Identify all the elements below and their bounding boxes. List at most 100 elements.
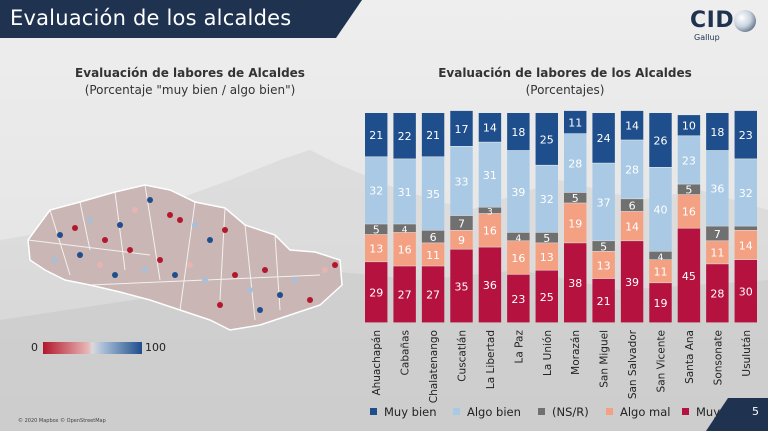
bar-segment: [592, 241, 615, 251]
bar-segment: [734, 226, 757, 230]
category-label: La Libertad: [485, 330, 497, 389]
bar-segment: [478, 142, 502, 207]
bar-segment: [450, 215, 473, 230]
data-label: 3: [487, 208, 493, 218]
data-label: 11: [710, 247, 724, 260]
data-label: 13: [597, 259, 611, 272]
bar-segment: [649, 113, 672, 167]
page-title: Evaluación de los alcaldes: [10, 6, 292, 30]
bar-segment: [421, 230, 445, 243]
data-label: 28: [568, 157, 582, 170]
bar-segment: [564, 203, 587, 243]
bar-segment: [393, 266, 416, 323]
data-label: 37: [597, 196, 611, 209]
data-label: 21: [597, 295, 611, 308]
bar-segment: [734, 230, 757, 260]
bar-segment: [393, 113, 416, 159]
data-label: 29: [369, 287, 383, 300]
chart-subtitle: (Porcentajes): [525, 83, 605, 97]
bar-segment: [535, 165, 558, 233]
bar-segment: [677, 136, 701, 184]
data-label: 16: [682, 206, 696, 219]
bar-segment: [592, 278, 615, 323]
data-label: 9: [458, 234, 465, 247]
data-label: 10: [682, 120, 696, 133]
data-label: 21: [369, 129, 383, 142]
country-shape: [27, 184, 343, 331]
bar-segment: [535, 243, 558, 270]
category-label: Usulután: [741, 330, 753, 377]
data-label: 25: [540, 291, 554, 304]
legend-swatch: [370, 408, 377, 415]
data-label: 39: [625, 276, 639, 289]
data-label: 19: [654, 297, 668, 310]
bar-segment: [421, 243, 445, 266]
bar-segment: [620, 110, 644, 140]
category-label: Cuscatlán: [457, 330, 469, 382]
chart-title: Evaluación de labores de los Alcaldes: [438, 66, 692, 80]
data-label: 25: [540, 133, 554, 146]
data-label: 13: [369, 242, 383, 255]
bar-segment: [393, 232, 416, 266]
category-label: Cabañas: [400, 330, 412, 375]
bar-segment: [592, 251, 615, 279]
bar-segment: [365, 234, 388, 262]
data-label: 6: [629, 199, 636, 212]
page-number-tab: [706, 398, 768, 431]
bar-segment: [564, 110, 587, 134]
data-label: 26: [654, 134, 668, 147]
bar-segment: [478, 113, 502, 142]
data-label: 32: [540, 193, 554, 206]
legend-swatch: [682, 408, 689, 415]
bar-segment: [507, 232, 530, 241]
bar-segment: [450, 230, 473, 249]
bar-segment: [535, 270, 558, 323]
bar-segment: [649, 260, 672, 283]
data-label: 18: [511, 126, 525, 139]
data-label: 5: [543, 232, 550, 245]
data-label: 31: [483, 169, 497, 182]
bar-segment: [677, 184, 701, 195]
category-label: Sonsonate: [712, 330, 724, 385]
bar-segment: [478, 207, 502, 214]
map-title: Evaluación de labores de Alcaldes: [75, 66, 305, 80]
logo-text: CID: [690, 8, 735, 33]
data-label: 31: [398, 186, 412, 199]
data-label: 38: [568, 277, 582, 290]
legend-item-algo-bien: Algo bien: [453, 405, 521, 419]
legend-swatch: [453, 408, 460, 415]
bar-segment: [706, 150, 729, 226]
category-label: La Unión: [542, 330, 554, 376]
bar-segment: [649, 251, 672, 260]
data-label: 11: [654, 266, 668, 279]
bar-segment: [507, 241, 530, 275]
category-label: San Salvador: [627, 329, 639, 399]
bar-segment: [734, 159, 757, 226]
bar-segment: [592, 163, 615, 241]
data-label: 4: [515, 234, 521, 244]
scale-min-label: 0: [31, 341, 38, 354]
data-label: 14: [483, 122, 497, 135]
bar-segment: [564, 192, 587, 203]
legend-item-algo-mal: Algo mal: [606, 405, 671, 419]
bar-segment: [535, 232, 558, 243]
data-label: 23: [511, 293, 525, 306]
data-label: 32: [739, 187, 753, 200]
data-label: 35: [426, 188, 440, 201]
data-label: 28: [625, 164, 639, 177]
page-number: 5: [752, 405, 759, 418]
color-scale-bar: [43, 342, 142, 354]
map-credit: © 2020 Mapbox © OpenStreetMap: [18, 418, 106, 424]
bar-segment: [564, 243, 587, 323]
data-label: 14: [739, 239, 753, 252]
bar-segment: [421, 113, 445, 157]
globe-icon: [734, 10, 756, 32]
bar-segment: [734, 110, 757, 159]
bar-segment: [677, 228, 701, 323]
bar-segment: [507, 150, 530, 233]
bar-segment: [734, 260, 757, 323]
data-label: 27: [398, 289, 412, 302]
bar-segment: [706, 241, 729, 264]
data-label: 7: [714, 228, 721, 241]
